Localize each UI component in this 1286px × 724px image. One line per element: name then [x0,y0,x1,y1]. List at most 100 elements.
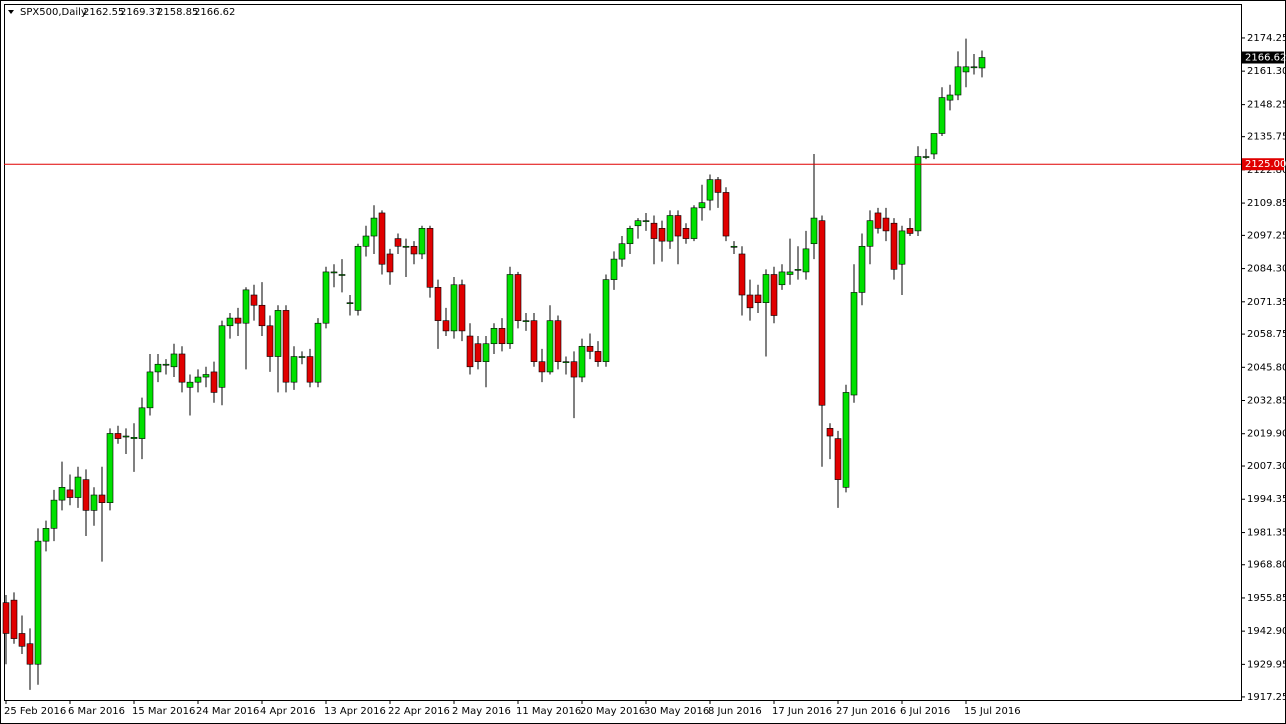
candle-body [162,363,170,366]
candle-body [498,328,506,345]
candle-body [50,499,58,529]
candle-body [58,487,66,501]
candle-body [754,294,762,303]
candle-body [34,540,42,665]
x-tick-label: 2 May 2016 [452,706,511,717]
x-tick-label: 13 Apr 2016 [324,706,386,717]
candle-body [666,215,674,242]
candle-body [514,274,522,321]
candle-body [506,274,514,345]
candle-body [898,230,906,265]
candle-body [82,479,90,511]
candle-body [106,433,114,503]
candle-body [538,361,546,373]
candle-body [586,345,594,352]
candle-body [74,476,82,498]
x-tick-label: 17 Jun 2016 [772,706,832,717]
candle-body [922,156,930,158]
candle-body [906,228,914,234]
candle-body [122,435,130,438]
candle-body [546,320,554,373]
candle-body [458,284,466,332]
y-tick-label: 2135.75 [1247,132,1286,143]
candle-body [370,217,378,237]
candle-body [714,179,722,193]
header-close: 2166.62 [194,7,235,18]
candle-body [442,320,450,332]
y-tick-label: 1955.85 [1247,593,1286,604]
candle-body [482,343,490,362]
y-tick-label: 2007.30 [1247,461,1286,472]
candle-body [258,304,266,327]
candle-body [218,325,226,388]
candle-body [186,381,194,388]
y-tick-label: 1994.35 [1247,494,1286,505]
y-tick-label: 1968.80 [1247,560,1286,571]
y-tick-label: 2045.80 [1247,362,1286,373]
y-tick-label: 1981.35 [1247,528,1286,539]
x-tick-label: 15 Jul 2016 [964,706,1021,717]
candle-body [178,353,186,383]
y-tick-label: 2032.85 [1247,396,1286,407]
candle-body [930,133,938,155]
y-tick-label: 2058.75 [1247,329,1286,340]
candle-body [250,294,258,306]
candle-body [450,284,458,332]
candle-body [170,353,178,368]
header-low: 2158.85 [157,7,198,18]
menu-arrow[interactable] [8,10,14,14]
candle-body [850,292,858,396]
y-tick-label: 1942.90 [1247,626,1286,637]
candle-body [402,245,410,248]
candle-body [594,351,602,362]
candle-body [242,289,250,324]
candle-body [882,217,890,232]
y-tick-label: 2019.90 [1247,429,1286,440]
candle-body [746,294,754,309]
candle-body [330,271,338,274]
candle-body [770,274,778,316]
candle-body [426,228,434,288]
y-tick-label: 2109.85 [1247,198,1286,209]
symbol: SPX500,Daily [20,7,87,18]
candle-body [282,310,290,383]
x-tick-label: 30 May 2016 [644,706,709,717]
candle-body [290,356,298,383]
candle-body [266,325,274,357]
candle-body [658,228,666,242]
candle-body [434,287,442,321]
candle-body [834,438,842,480]
candle-body [490,328,498,345]
x-tick-label: 27 Jun 2016 [836,706,896,717]
candle-body [522,320,530,322]
x-tick-label: 6 Jul 2016 [900,706,950,717]
candle-body [274,310,282,357]
candle-body [130,437,138,439]
candle-body [650,222,658,239]
x-tick-label: 4 Apr 2016 [260,706,315,717]
y-tick-label: 2097.25 [1247,230,1286,241]
candle-body [914,156,922,232]
level-label: 2125.00 [1245,159,1286,170]
candle-body [970,66,978,69]
candle-body [946,94,954,101]
candle-body [562,361,570,363]
candle-body [378,212,386,265]
x-tick-label: 15 Mar 2016 [132,706,195,717]
candle-body [114,433,122,439]
candle-body [474,343,482,362]
candle-body [394,238,402,247]
candle-body [802,248,810,273]
candle-body [194,376,202,383]
candle-body [298,356,306,358]
candle-body [226,317,234,327]
candle-body [978,57,986,69]
candle-body [858,245,866,293]
y-tick-label: 2071.35 [1247,297,1286,308]
candle-body [610,258,618,280]
candle-body [618,243,626,260]
x-tick-label: 25 Feb 2016 [4,706,66,717]
y-tick-label: 2161.30 [1247,66,1286,77]
candle-body [874,212,882,229]
